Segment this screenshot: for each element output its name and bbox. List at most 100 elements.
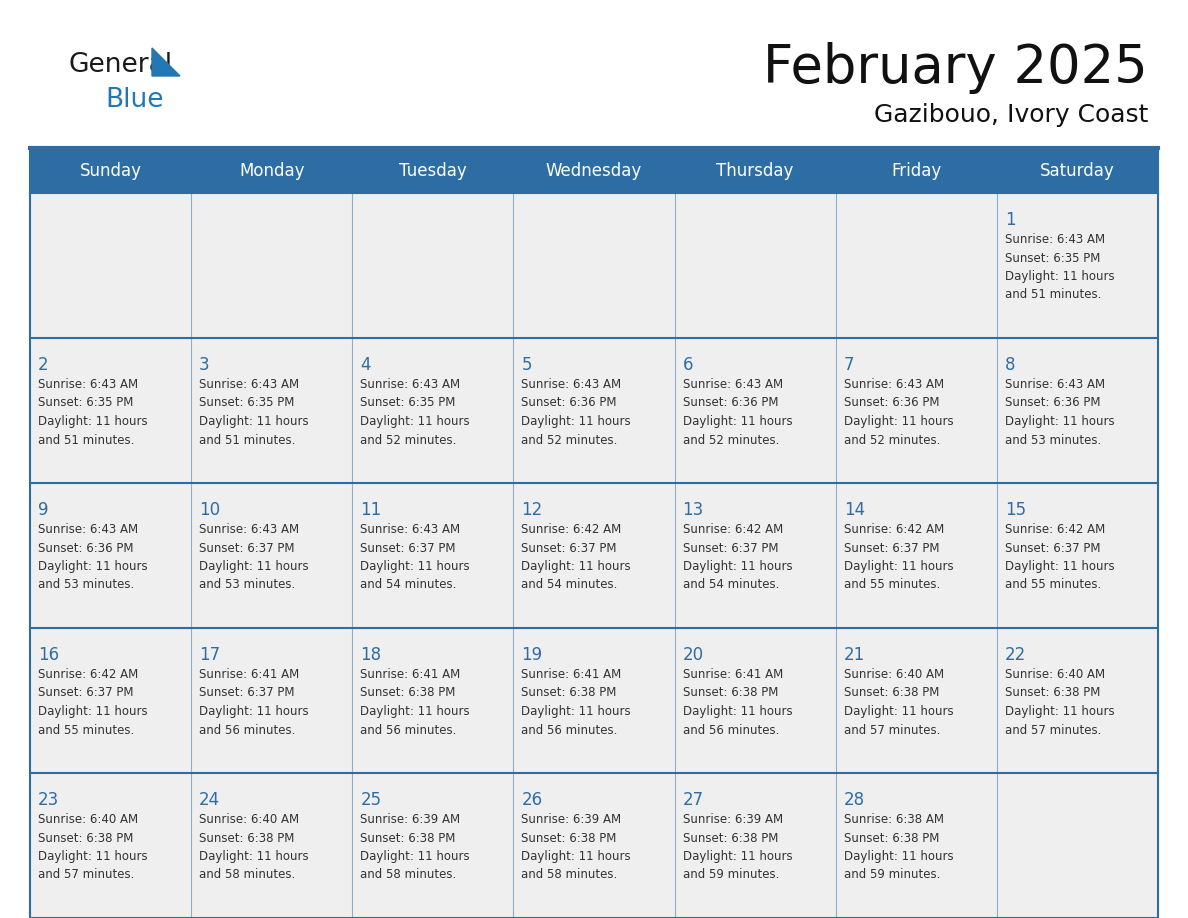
Text: and 56 minutes.: and 56 minutes. [683,723,779,736]
Text: Daylight: 11 hours: Daylight: 11 hours [38,850,147,863]
Text: 20: 20 [683,646,703,664]
Text: Daylight: 11 hours: Daylight: 11 hours [522,415,631,428]
Text: and 51 minutes.: and 51 minutes. [200,433,296,446]
Text: 27: 27 [683,791,703,809]
Text: Sunset: 6:38 PM: Sunset: 6:38 PM [360,832,456,845]
Text: Daylight: 11 hours: Daylight: 11 hours [200,850,309,863]
Text: Sunrise: 6:43 AM: Sunrise: 6:43 AM [1005,378,1105,391]
Text: Sunset: 6:38 PM: Sunset: 6:38 PM [200,832,295,845]
Text: and 59 minutes.: and 59 minutes. [683,868,779,881]
Text: and 52 minutes.: and 52 minutes. [360,433,456,446]
Text: 24: 24 [200,791,220,809]
Text: and 52 minutes.: and 52 minutes. [522,433,618,446]
Text: and 58 minutes.: and 58 minutes. [522,868,618,881]
Text: Daylight: 11 hours: Daylight: 11 hours [843,415,953,428]
Text: 8: 8 [1005,356,1016,374]
Text: Sunrise: 6:43 AM: Sunrise: 6:43 AM [1005,233,1105,246]
Text: Sunset: 6:36 PM: Sunset: 6:36 PM [1005,397,1100,409]
Text: Sunset: 6:38 PM: Sunset: 6:38 PM [1005,687,1100,700]
Text: 1: 1 [1005,211,1016,229]
Text: Sunrise: 6:43 AM: Sunrise: 6:43 AM [843,378,943,391]
Text: Daylight: 11 hours: Daylight: 11 hours [360,850,470,863]
Text: Sunrise: 6:43 AM: Sunrise: 6:43 AM [360,523,461,536]
Text: and 55 minutes.: and 55 minutes. [1005,578,1101,591]
Text: Sunrise: 6:41 AM: Sunrise: 6:41 AM [360,668,461,681]
Text: Daylight: 11 hours: Daylight: 11 hours [38,705,147,718]
Text: Daylight: 11 hours: Daylight: 11 hours [683,415,792,428]
Text: Daylight: 11 hours: Daylight: 11 hours [1005,415,1114,428]
Text: Daylight: 11 hours: Daylight: 11 hours [360,705,470,718]
Text: and 58 minutes.: and 58 minutes. [360,868,456,881]
Text: Sunrise: 6:43 AM: Sunrise: 6:43 AM [522,378,621,391]
Text: Daylight: 11 hours: Daylight: 11 hours [360,415,470,428]
Text: Blue: Blue [105,87,164,113]
Text: Sunrise: 6:42 AM: Sunrise: 6:42 AM [38,668,138,681]
Text: Daylight: 11 hours: Daylight: 11 hours [200,560,309,573]
Text: Sunset: 6:38 PM: Sunset: 6:38 PM [843,687,939,700]
Text: and 57 minutes.: and 57 minutes. [843,723,940,736]
Text: Sunrise: 6:43 AM: Sunrise: 6:43 AM [200,378,299,391]
Text: Sunset: 6:38 PM: Sunset: 6:38 PM [522,832,617,845]
Text: and 56 minutes.: and 56 minutes. [360,723,456,736]
Text: Sunset: 6:37 PM: Sunset: 6:37 PM [200,542,295,554]
Text: Sunrise: 6:42 AM: Sunrise: 6:42 AM [522,523,621,536]
Text: 5: 5 [522,356,532,374]
Text: Sunset: 6:35 PM: Sunset: 6:35 PM [360,397,456,409]
Text: Daylight: 11 hours: Daylight: 11 hours [1005,560,1114,573]
Text: Sunrise: 6:43 AM: Sunrise: 6:43 AM [38,378,138,391]
Text: Daylight: 11 hours: Daylight: 11 hours [683,850,792,863]
Text: and 51 minutes.: and 51 minutes. [38,433,134,446]
Text: 19: 19 [522,646,543,664]
Text: Sunset: 6:35 PM: Sunset: 6:35 PM [200,397,295,409]
Text: and 54 minutes.: and 54 minutes. [360,578,456,591]
Text: 6: 6 [683,356,693,374]
Text: Sunrise: 6:41 AM: Sunrise: 6:41 AM [200,668,299,681]
Bar [30,193,1158,338]
Text: Daylight: 11 hours: Daylight: 11 hours [360,560,470,573]
Text: and 53 minutes.: and 53 minutes. [200,578,296,591]
Text: Sunrise: 6:42 AM: Sunrise: 6:42 AM [683,523,783,536]
Text: 28: 28 [843,791,865,809]
Text: 18: 18 [360,646,381,664]
Text: Sunrise: 6:40 AM: Sunrise: 6:40 AM [200,813,299,826]
Text: 21: 21 [843,646,865,664]
Text: Sunrise: 6:40 AM: Sunrise: 6:40 AM [1005,668,1105,681]
Text: 26: 26 [522,791,543,809]
Text: Sunday: Sunday [80,162,141,180]
Text: and 57 minutes.: and 57 minutes. [38,868,134,881]
Text: and 58 minutes.: and 58 minutes. [200,868,296,881]
Text: Sunset: 6:37 PM: Sunset: 6:37 PM [360,542,456,554]
Text: Daylight: 11 hours: Daylight: 11 hours [843,850,953,863]
Text: February 2025: February 2025 [763,42,1148,94]
Polygon shape [152,48,181,76]
Text: Sunrise: 6:39 AM: Sunrise: 6:39 AM [360,813,461,826]
Text: Sunrise: 6:40 AM: Sunrise: 6:40 AM [843,668,943,681]
Text: Sunset: 6:36 PM: Sunset: 6:36 PM [38,542,133,554]
Text: 10: 10 [200,501,220,519]
Text: 16: 16 [38,646,59,664]
Text: and 59 minutes.: and 59 minutes. [843,868,940,881]
Text: 7: 7 [843,356,854,374]
Text: Sunrise: 6:39 AM: Sunrise: 6:39 AM [522,813,621,826]
Text: Monday: Monday [239,162,304,180]
Text: Daylight: 11 hours: Daylight: 11 hours [38,415,147,428]
Text: Sunset: 6:37 PM: Sunset: 6:37 PM [200,687,295,700]
Text: Daylight: 11 hours: Daylight: 11 hours [683,560,792,573]
Text: Gazibouo, Ivory Coast: Gazibouo, Ivory Coast [873,103,1148,127]
Text: Sunrise: 6:38 AM: Sunrise: 6:38 AM [843,813,943,826]
Text: Sunset: 6:38 PM: Sunset: 6:38 PM [522,687,617,700]
Text: and 53 minutes.: and 53 minutes. [38,578,134,591]
Text: Sunrise: 6:43 AM: Sunrise: 6:43 AM [38,523,138,536]
Text: 22: 22 [1005,646,1026,664]
Text: and 51 minutes.: and 51 minutes. [1005,288,1101,301]
Text: Sunrise: 6:42 AM: Sunrise: 6:42 AM [1005,523,1105,536]
Text: Sunset: 6:37 PM: Sunset: 6:37 PM [38,687,133,700]
Text: Sunset: 6:38 PM: Sunset: 6:38 PM [360,687,456,700]
Text: 15: 15 [1005,501,1026,519]
Text: Sunset: 6:37 PM: Sunset: 6:37 PM [683,542,778,554]
Text: Sunset: 6:36 PM: Sunset: 6:36 PM [522,397,617,409]
Bar [30,148,1158,193]
Text: and 54 minutes.: and 54 minutes. [522,578,618,591]
Text: Sunrise: 6:43 AM: Sunrise: 6:43 AM [360,378,461,391]
Text: Daylight: 11 hours: Daylight: 11 hours [1005,270,1114,283]
